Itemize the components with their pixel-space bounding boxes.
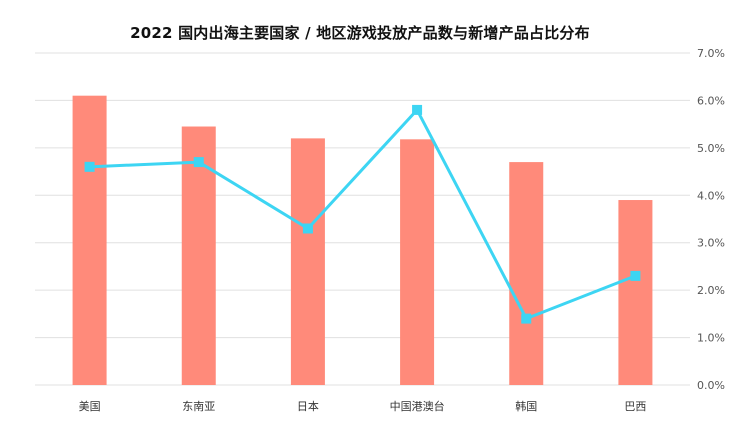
x-axis: 美国 东南亚 日本 中国港澳台 韩国 巴西	[79, 399, 647, 413]
x-tick-label: 美国	[79, 400, 101, 413]
y-tick-label: 2.0%	[697, 284, 725, 297]
y-tick-label: 4.0%	[697, 189, 725, 202]
line-point	[521, 313, 532, 324]
y-tick-label: 3.0%	[697, 237, 725, 250]
series-line	[89, 108, 636, 321]
y-tick-label: 6.0%	[697, 94, 725, 107]
y-tick-label: 0.0%	[697, 379, 725, 392]
bar	[509, 162, 544, 385]
line-point	[412, 104, 423, 115]
line-point	[84, 161, 95, 172]
line-series	[84, 104, 641, 324]
gridlines	[35, 52, 690, 386]
x-tick-label: 日本	[297, 399, 319, 413]
x-tick-label: 韩国	[515, 399, 537, 413]
chart-title: 2022 国内出海主要国家 / 地区游戏投放产品数与新增产品占比分布	[130, 24, 590, 42]
bar	[618, 200, 653, 385]
bar	[72, 95, 107, 385]
line-point	[630, 270, 641, 281]
x-tick-label: 中国港澳台	[390, 399, 445, 413]
bar	[400, 139, 435, 385]
x-tick-label: 东南亚	[182, 400, 215, 413]
bar-series	[72, 95, 653, 385]
line-point	[302, 223, 313, 234]
right-axis: 0.0% 1.0% 2.0% 3.0% 4.0% 5.0% 6.0% 7.0%	[697, 47, 725, 392]
line-point	[193, 157, 204, 168]
y-tick-label: 1.0%	[697, 332, 725, 345]
y-tick-label: 5.0%	[697, 142, 725, 155]
x-tick-label: 巴西	[624, 400, 646, 413]
bar	[290, 138, 325, 385]
y-tick-label: 7.0%	[697, 47, 725, 60]
